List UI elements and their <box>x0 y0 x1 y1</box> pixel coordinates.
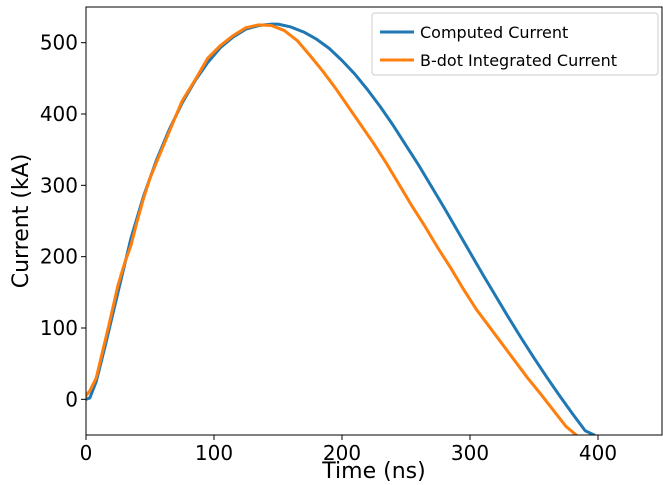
y-tick-label: 500 <box>40 31 78 55</box>
x-tick-label: 400 <box>579 441 617 465</box>
x-tick-label: 0 <box>80 441 93 465</box>
y-tick-label: 200 <box>40 245 78 269</box>
x-tick-label: 100 <box>195 441 233 465</box>
legend-label-computed-current: Computed Current <box>420 23 568 42</box>
x-axis: 0 100 200 300 400 <box>80 435 617 465</box>
y-axis-label: Current (kA) <box>9 154 34 289</box>
y-tick-label: 300 <box>40 173 78 197</box>
y-axis: 0 100 200 300 400 500 <box>40 31 86 411</box>
legend-box <box>371 12 659 76</box>
x-tick-label: 200 <box>323 441 361 465</box>
y-tick-label: 0 <box>65 387 78 411</box>
y-tick-label: 400 <box>40 102 78 126</box>
legend: Computed Current B-dot Integrated Curren… <box>371 12 659 76</box>
series-layer <box>86 22 596 435</box>
plot-frame <box>85 6 663 436</box>
y-tick-label: 100 <box>40 316 78 340</box>
x-tick-label: 300 <box>451 441 489 465</box>
legend-label-bdot-current: B-dot Integrated Current <box>420 51 617 70</box>
x-axis-label: Time (ns) <box>321 459 425 484</box>
series-line-1 <box>86 23 578 435</box>
